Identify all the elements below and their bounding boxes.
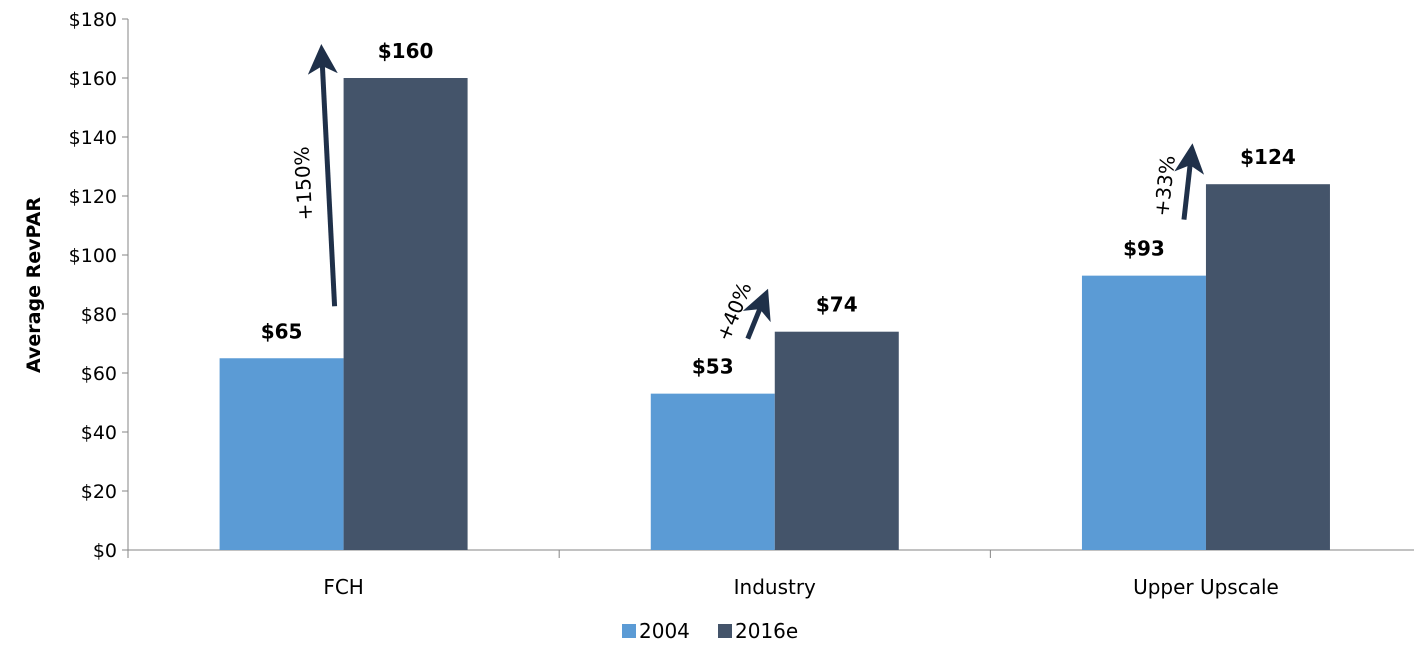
- y-tick-label: $120: [69, 186, 117, 208]
- data-label: $93: [1123, 237, 1165, 261]
- y-tick-label: $60: [81, 363, 117, 385]
- legend: 2004 2016e: [622, 619, 798, 643]
- bar-2016e-fch: [343, 78, 468, 550]
- legend-swatch-2016e: [718, 624, 732, 638]
- y-tick-label: $40: [81, 422, 117, 444]
- growth-arrow: [1174, 143, 1205, 220]
- data-label: $65: [261, 319, 303, 343]
- x-tick-label: Upper Upscale: [1133, 575, 1279, 599]
- x-tick-label: FCH: [323, 575, 364, 599]
- bar-2016e-industry: [774, 331, 899, 550]
- growth-arrow: [307, 44, 338, 307]
- growth-label: +150%: [289, 146, 317, 221]
- bar-2004-fch: [219, 358, 344, 550]
- bar-2004-industry: [650, 393, 775, 550]
- y-axis-label: Average RevPAR: [23, 197, 45, 373]
- bars-layer: $65 $160 $53 $74 $93 $124: [219, 39, 1330, 550]
- data-label: $124: [1240, 145, 1296, 169]
- legend-swatch-2004: [622, 624, 636, 638]
- growth-arrow: [742, 288, 771, 340]
- y-tick-label: $0: [93, 540, 117, 562]
- legend-label-2016e: 2016e: [735, 619, 798, 643]
- data-label: $74: [816, 293, 858, 317]
- y-tick-label: $140: [69, 127, 117, 149]
- y-tick-label: $160: [69, 68, 117, 90]
- bar-2004-upper-upscale: [1081, 275, 1206, 550]
- bar-2016e-upper-upscale: [1205, 184, 1330, 550]
- data-label: $160: [378, 39, 434, 63]
- data-label: $53: [692, 355, 734, 379]
- y-tick-label: $100: [69, 245, 117, 267]
- x-tick-label: Industry: [734, 575, 816, 599]
- y-tick-label: $80: [81, 304, 117, 326]
- y-tick-label: $180: [69, 9, 117, 31]
- legend-label-2004: 2004: [639, 619, 690, 643]
- y-tick-label: $20: [81, 481, 117, 503]
- growth-label: +33%: [1149, 154, 1180, 218]
- axes: $0 $20 $40 $60 $80 $100 $120 $140 $160 $180 FCH Ind…: [69, 9, 1414, 599]
